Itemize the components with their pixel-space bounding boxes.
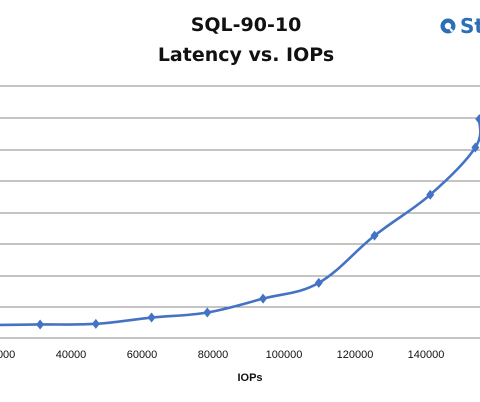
x-tick-label: 40000 — [56, 349, 87, 361]
data-point — [475, 114, 480, 125]
gridlines — [0, 85, 480, 308]
x-tick-label: 140000 — [408, 349, 445, 361]
chart-subtitle: Latency vs. IOPs — [157, 44, 335, 66]
data-point — [471, 142, 480, 153]
x-axis-label: IOPs — [237, 372, 262, 384]
data-point — [314, 277, 323, 288]
data-point — [426, 189, 435, 200]
x-tick-label: 120000 — [337, 349, 374, 361]
x-tick-label: 100000 — [266, 349, 303, 361]
data-point — [259, 293, 268, 304]
x-tick-label: 20000 — [0, 349, 15, 361]
data-point — [36, 319, 45, 330]
x-tick-labels: 20000 40000 60000 80000 100000 120000 140000 — [0, 349, 444, 361]
brand-logo: St — [440, 14, 480, 38]
logo-icon — [440, 18, 456, 34]
chart-title: SQL-90-10 — [190, 14, 302, 36]
data-point — [203, 307, 212, 318]
data-point — [147, 312, 156, 323]
logo-text: St — [460, 14, 480, 38]
data-point — [370, 230, 379, 241]
x-tick-label: 80000 — [198, 349, 229, 361]
data-point — [91, 318, 100, 329]
x-tick-label: 60000 — [127, 349, 158, 361]
series-line — [0, 117, 480, 327]
series-layer — [0, 114, 480, 330]
